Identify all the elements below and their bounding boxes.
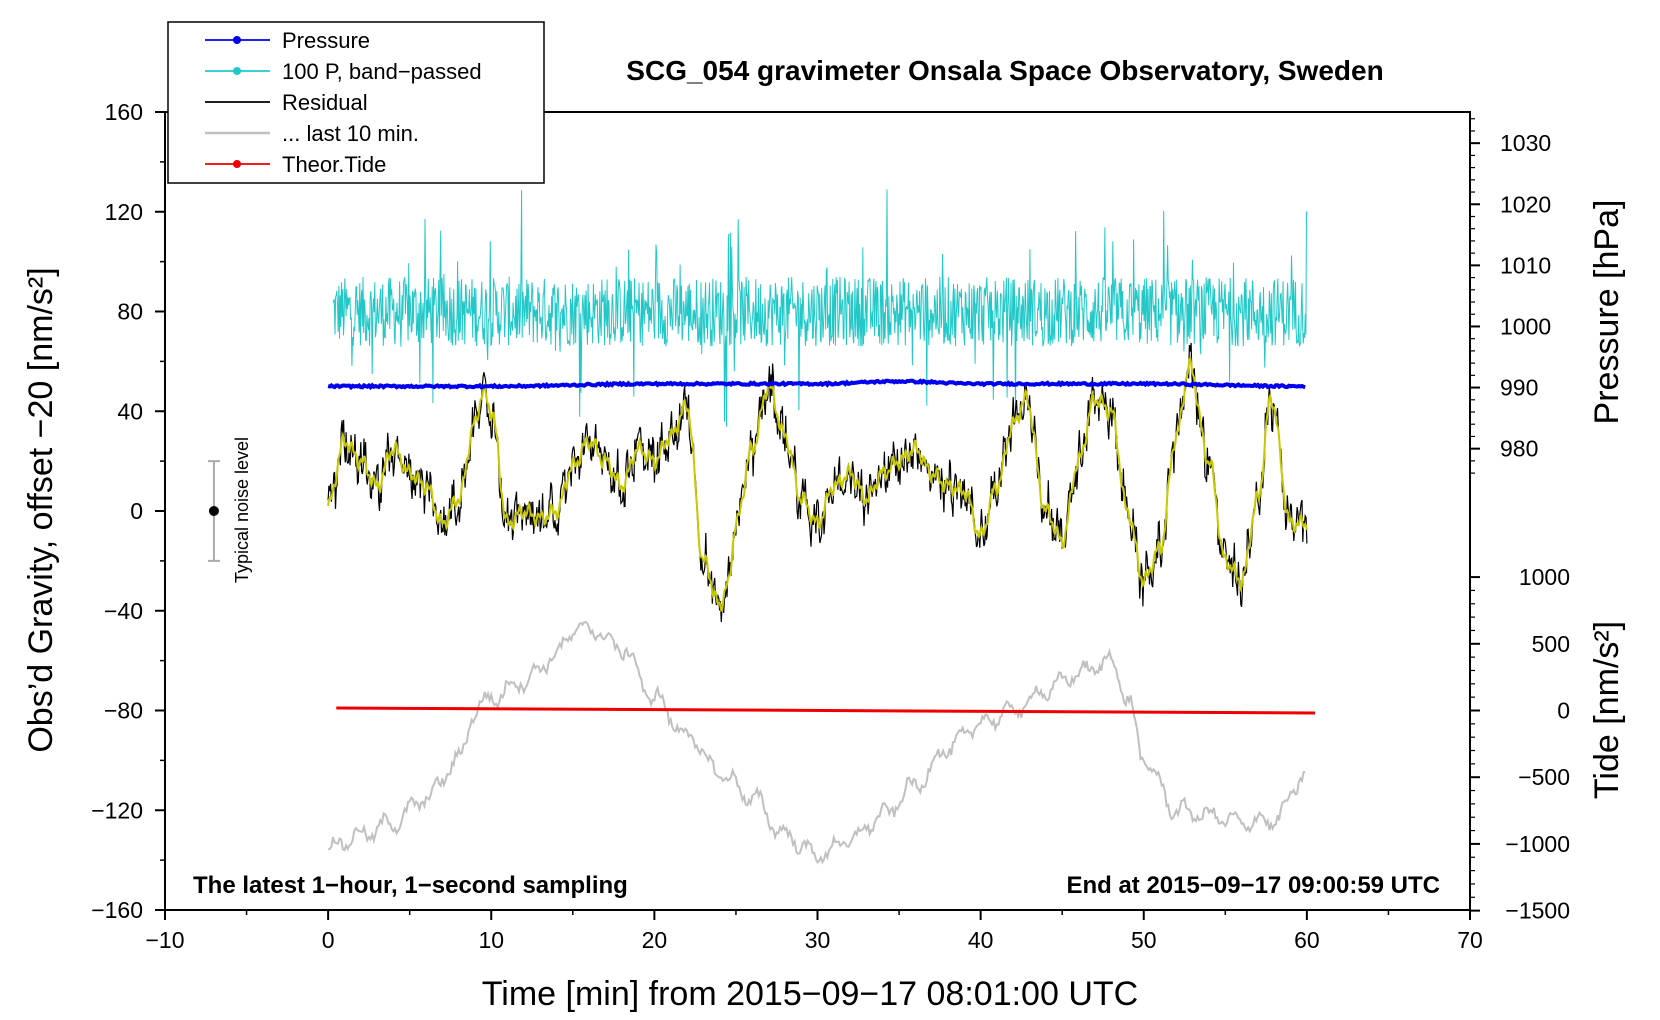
legend-swatch-marker: [233, 36, 241, 44]
tide-axis-title: Tide [nm/s²]: [1588, 621, 1626, 799]
noise-bar-dot: [208, 506, 219, 516]
band-passed-pressure-line: [332, 189, 1307, 427]
x-axis-title: Time [min] from 2015−09−17 08:01:00 UTC: [482, 975, 1138, 1013]
tide-tick-label: −1500: [1505, 898, 1570, 924]
legend: Pressure 100 P, band−passed Residual ... la…: [167, 21, 545, 184]
tide-tick-label: 0: [1557, 698, 1570, 724]
plot-frame: [164, 111, 1471, 911]
pressure-tick-label: 990: [1500, 375, 1538, 401]
pressure-line: [327, 378, 1306, 391]
x-tick-label: 30: [805, 927, 831, 953]
theor-tide-line: [336, 706, 1316, 715]
legend-label: Theor.Tide: [282, 152, 386, 177]
x-tick-label: 70: [1457, 927, 1483, 953]
chart-title: SCG_054 gravimeter Onsala Space Observat…: [626, 55, 1383, 86]
sampling-annotation: The latest 1−hour, 1−second sampling: [193, 872, 628, 899]
x-tick-label: 10: [478, 927, 504, 953]
y-tick-label: −40: [104, 598, 143, 624]
tide-tick-label: 1000: [1519, 564, 1570, 590]
x-tick-label: 0: [322, 927, 335, 953]
x-tick-label: 40: [968, 927, 994, 953]
typical-noise-bar: [207, 460, 220, 562]
y-tick-label: 120: [105, 199, 143, 225]
y-tick-label: 80: [117, 299, 143, 325]
y-tick-label: 0: [130, 498, 143, 524]
band-passed-pressure-layer: [332, 189, 1307, 427]
x-tick-label: −10: [145, 927, 184, 953]
legend-label: Residual: [282, 90, 368, 115]
x-tick-label: 50: [1131, 927, 1157, 953]
pressure-axis-right: 980 990 1000 1010 1020 1030: [1470, 118, 1551, 474]
y-tick-label: −80: [104, 698, 143, 724]
residual-line: [327, 342, 1308, 623]
y-tick-label: −160: [91, 897, 143, 923]
x-tick-label: 20: [642, 927, 668, 953]
residual-smoothed-line: [327, 355, 1308, 612]
theor-tide-layer: [336, 706, 1316, 715]
legend-swatch-marker: [233, 160, 241, 168]
pressure-tick-label: 1020: [1500, 191, 1551, 217]
pressure-tick-label: 1010: [1500, 252, 1551, 278]
legend-label: Pressure: [282, 28, 370, 53]
pressure-tick-label: 980: [1500, 436, 1538, 462]
legend-label: ... last 10 min.: [282, 121, 419, 146]
legend-swatch-marker: [233, 67, 241, 75]
y-axis-title: Obs’d Gravity, offset −20 [nm/s²]: [22, 267, 60, 752]
y-tick-label: 40: [117, 398, 143, 424]
y-axis-left: −160 −120 −80 −40 0 40 80 120 160: [91, 99, 165, 923]
last-10-min-layer: [327, 621, 1306, 865]
last-10-min-line: [327, 621, 1306, 865]
end-time-annotation: End at 2015−09−17 09:00:59 UTC: [1066, 872, 1440, 899]
pressure-layer: [327, 378, 1306, 391]
tide-axis-right: 1000 500 0 −500 −1000 −1500: [1470, 564, 1570, 924]
residual-layer: [327, 342, 1308, 623]
tide-tick-label: 500: [1532, 631, 1570, 657]
tide-tick-label: −500: [1518, 764, 1570, 790]
x-tick-label: 60: [1294, 927, 1320, 953]
x-axis: −10 0 10 20 30 40 50 60 70: [145, 910, 1483, 953]
tide-tick-label: −1000: [1505, 831, 1570, 857]
pressure-axis-title: Pressure [hPa]: [1588, 200, 1626, 425]
y-tick-label: −120: [91, 797, 143, 823]
legend-label: 100 P, band−passed: [282, 59, 482, 84]
pressure-tick-label: 1000: [1500, 313, 1551, 339]
noise-label: Typical noise level: [232, 437, 252, 583]
y-tick-label: 160: [105, 99, 143, 125]
pressure-tick-label: 1030: [1500, 130, 1551, 156]
